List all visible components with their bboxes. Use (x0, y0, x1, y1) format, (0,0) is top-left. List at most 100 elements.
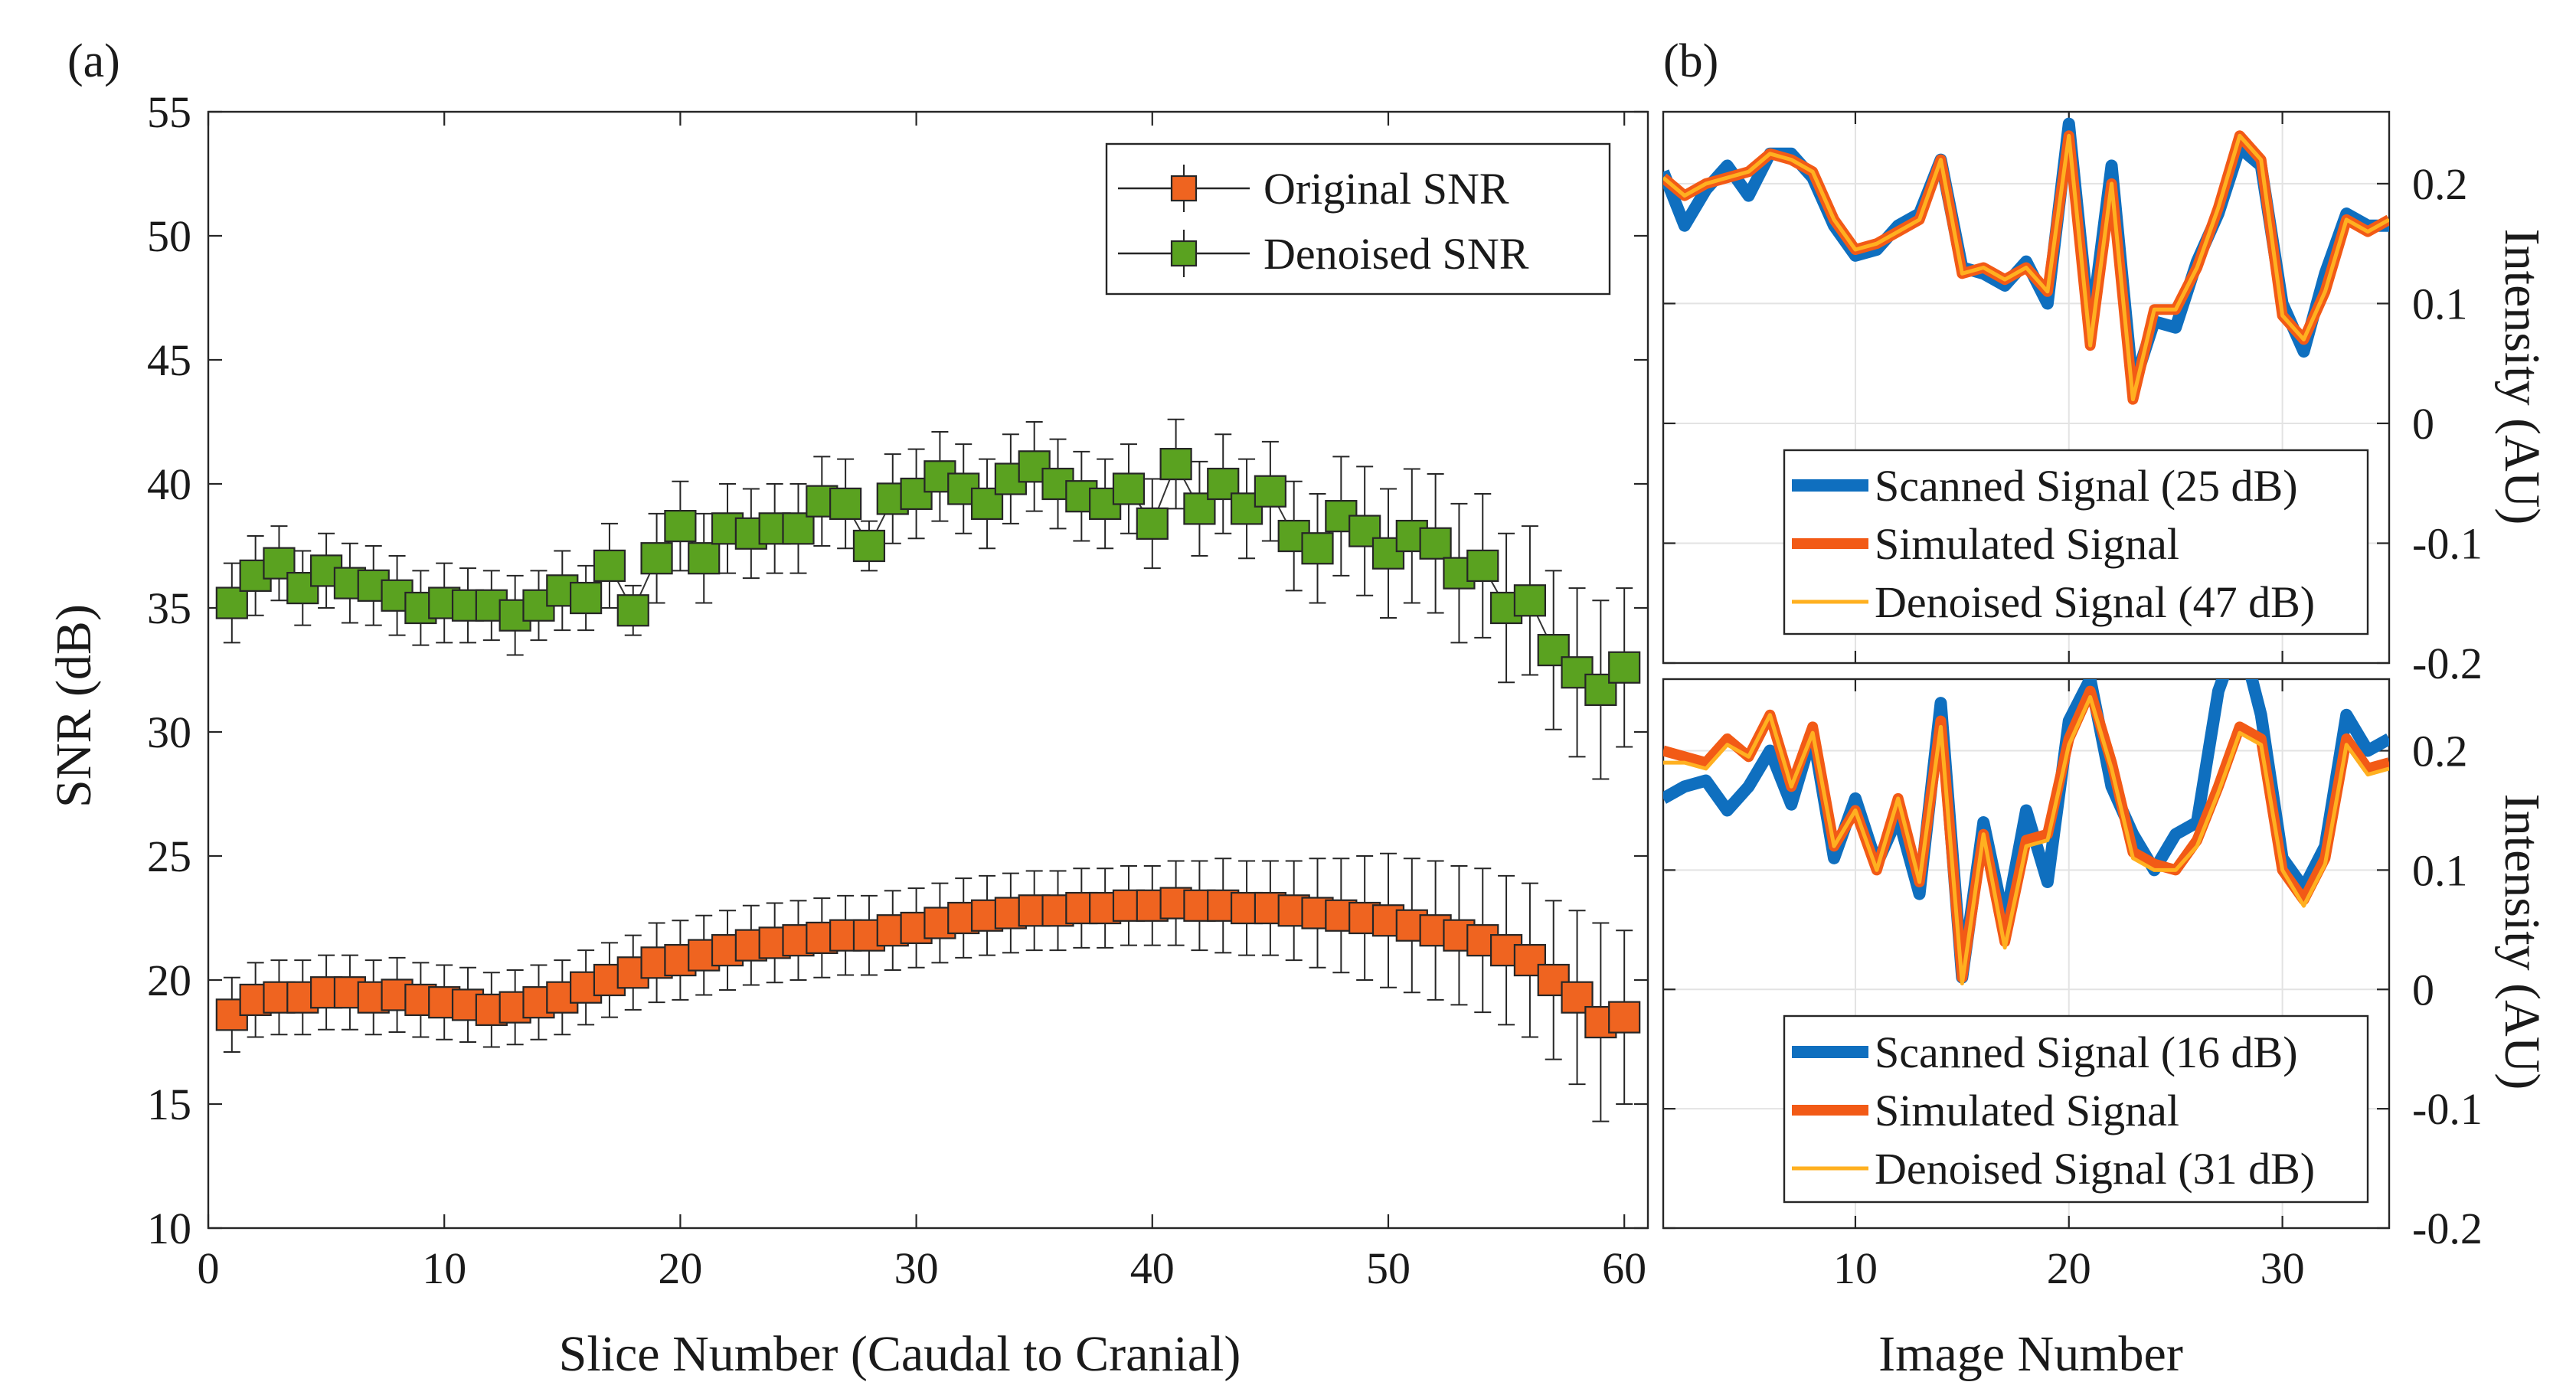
panel-b-top-y-tick-label: 0.1 (2412, 279, 2468, 328)
data-point-marker (782, 512, 815, 545)
legend-item-denoised-snr: Denoised SNR (1118, 229, 1529, 279)
data-point-marker (829, 487, 862, 521)
panel-b-chart: (b) -0.2 -0.1 0 0.1 0.2 Intensity (AU) Scann… (1662, 35, 2550, 1382)
legend-item-bottom-scanned: Scanned Signal (16 dB) (1792, 1027, 2298, 1077)
panel-a-y-tick-label: 35 (147, 583, 191, 633)
data-point-marker (1112, 472, 1146, 505)
data-point-marker (1584, 673, 1617, 707)
panel-a-x-tick-label: 60 (1602, 1243, 1646, 1293)
panel-b-top-y-tick-label: -0.1 (2412, 518, 2483, 568)
data-point-marker (593, 549, 626, 583)
panel-a-y-tick-label: 25 (147, 831, 191, 881)
panel-a-legend-box (1105, 142, 1611, 296)
panel-a-label: (a) (67, 35, 120, 87)
legend-item-original-snr: Original SNR (1118, 164, 1509, 214)
legend-label-top-simulated: Simulated Signal (1875, 519, 2179, 569)
panel-a-y-tick-label: 55 (147, 87, 191, 137)
panel-b-bottom-series-denoised-signal-31-db (1663, 694, 2389, 985)
data-point-marker (1608, 651, 1641, 684)
panel-a-x-axis-title: Slice Number (Caudal to Cranial) (559, 1326, 1241, 1382)
panel-a-y-tick-label: 40 (147, 459, 191, 509)
panel-b-top-legend-box (1783, 449, 2369, 635)
data-point-marker (1207, 467, 1240, 501)
legend-label-top-denoised: Denoised Signal (47 dB) (1875, 577, 2315, 627)
panel-b-top-legend: Scanned Signal (25 dB) Simulated Signal … (1783, 449, 2369, 635)
panel-b-top-y-tick-label: -0.2 (2412, 639, 2483, 688)
panel-a-plot-frame (207, 110, 1649, 1230)
data-point-marker (664, 509, 697, 543)
panel-a-y-tick-label: 20 (147, 956, 191, 1005)
panel-a-x-tick-label: 10 (422, 1243, 466, 1293)
legend-item-bottom-simulated: Simulated Signal (1792, 1086, 2179, 1135)
legend-label-original-snr: Original SNR (1263, 164, 1509, 214)
panel-b-top-series (1663, 117, 2389, 405)
data-point-marker (1419, 527, 1452, 560)
legend-item-bottom-denoised: Denoised Signal (31 dB) (1792, 1144, 2315, 1194)
data-point-marker (1301, 532, 1334, 565)
legend-marker-denoised (1170, 240, 1198, 267)
panel-b-bottom-y-tick-label: -0.1 (2412, 1084, 2483, 1134)
panel-b-top-y-axis-title: Intensity (AU) (2494, 229, 2550, 525)
data-point-marker (1513, 584, 1547, 617)
legend-label-bottom-simulated: Simulated Signal (1875, 1086, 2179, 1135)
panel-b-top-series-denoised-signal-47-db (1663, 133, 2389, 402)
data-point-marker (1466, 549, 1499, 583)
panel-a-legend: Original SNR Denoised SNR (1105, 142, 1611, 296)
panel-b-bottom-y-tick-label: 0.1 (2412, 845, 2468, 895)
data-point-marker (688, 542, 721, 575)
panel-b-top-plot-frame (1662, 110, 2391, 665)
legend-item-top-scanned: Scanned Signal (25 dB) (1792, 461, 2298, 511)
panel-b-top-axes (1662, 110, 2391, 665)
panel-b-bottom-y-tick-label: 0 (2412, 965, 2434, 1014)
data-point-marker (1159, 447, 1192, 481)
panel-a-x-tick-label: 30 (894, 1243, 939, 1293)
data-point-marker (616, 594, 649, 627)
data-point-marker (852, 529, 886, 563)
panel-a-y-tick-label: 30 (147, 707, 191, 757)
panel-b-bottom-plot-frame (1662, 678, 2391, 1230)
series-denoised-snr (215, 418, 1641, 780)
legend-label-bottom-scanned: Scanned Signal (16 dB) (1875, 1027, 2298, 1077)
panel-a-y-axis-title: SNR (dB) (46, 604, 102, 808)
panel-b-top-ticks: -0.2 -0.1 0 0.1 0.2 (1663, 112, 2483, 688)
legend-item-top-denoised: Denoised Signal (47 dB) (1792, 577, 2315, 627)
data-point-marker (570, 581, 603, 615)
panel-b-bottom-plot: -0.2 -0.1 0 0.1 0.2 10 20 30 Intensity (AU) Ima… (1662, 678, 2550, 1382)
panel-a-x-tick-label: 50 (1366, 1243, 1411, 1293)
series-original-snr (215, 852, 1641, 1122)
panel-a-y-tick-label: 15 (147, 1080, 191, 1129)
panel-a-x-tick-label: 40 (1130, 1243, 1175, 1293)
panel-b-bottom-y-axis-title: Intensity (AU) (2494, 794, 2550, 1090)
legend-item-top-simulated: Simulated Signal (1792, 519, 2179, 569)
panel-b-bottom-ticks: -0.2 -0.1 0 0.1 0.2 10 20 30 (1663, 679, 2483, 1293)
data-point-marker (215, 586, 248, 619)
panel-b-bottom-series (1663, 679, 2389, 985)
data-point-marker (640, 542, 673, 575)
panel-b-top-y-tick-label: 0.2 (2412, 159, 2468, 209)
panel-b-bottom-y-tick-label: -0.2 (2412, 1204, 2483, 1253)
panel-b-label: (b) (1663, 35, 1718, 87)
data-point-marker (286, 571, 319, 605)
legend-label-bottom-denoised: Denoised Signal (31 dB) (1875, 1144, 2315, 1194)
panel-a-x-tick-label: 0 (198, 1243, 220, 1293)
legend-label-denoised-snr: Denoised SNR (1263, 229, 1529, 279)
panel-a-series (215, 418, 1641, 1122)
panel-b-bottom-legend: Scanned Signal (16 dB) Simulated Signal … (1783, 1014, 2369, 1204)
data-point-marker (1136, 507, 1169, 540)
legend-marker-original (1170, 175, 1198, 202)
panel-b-top-y-tick-label: 0 (2412, 399, 2434, 449)
data-point-marker (1254, 475, 1286, 508)
panel-b-x-tick-label: 20 (2047, 1243, 2091, 1293)
panel-b-top-plot: -0.2 -0.1 0 0.1 0.2 Intensity (AU) Scanned S… (1662, 110, 2550, 688)
panel-a-y-tick-label: 50 (147, 211, 191, 261)
panel-b-x-axis-title: Image Number (1878, 1326, 2183, 1382)
panel-b-bottom-y-tick-label: 0.2 (2412, 727, 2468, 776)
panel-a-y-tick-label: 10 (147, 1204, 191, 1253)
panel-a-axes (207, 110, 1649, 1230)
legend-label-top-scanned: Scanned Signal (25 dB) (1875, 461, 2298, 511)
panel-b-bottom-axes (1662, 678, 2391, 1230)
data-point-marker (1608, 1001, 1641, 1034)
